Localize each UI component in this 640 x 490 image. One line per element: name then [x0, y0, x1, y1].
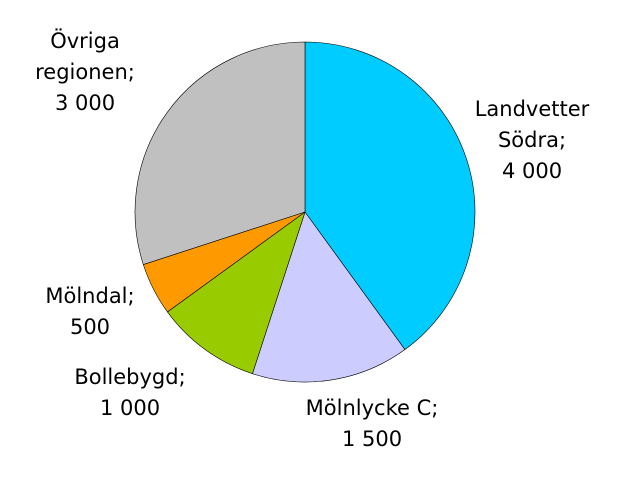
category-label: Övriga regionen; [35, 29, 135, 84]
category-label: Mölndal; [45, 284, 135, 308]
value-label: 4 000 [501, 159, 563, 183]
pie-slice [252, 211, 406, 383]
slice-label: Övriga regionen; 3 000 [15, 26, 155, 119]
category-label: Landvetter Södra; [474, 97, 590, 152]
slice-label: Landvetter Södra; 4 000 [467, 94, 597, 187]
value-label: 1 500 [341, 427, 403, 451]
category-label: Bollebygd; [74, 365, 186, 389]
slice-label: Mölnlycke C; 1 500 [262, 393, 482, 455]
pie-slice [304, 41, 476, 350]
pie-slice [167, 211, 306, 375]
pie-slice [134, 41, 306, 265]
value-label: 1 000 [99, 396, 161, 420]
slice-label: Mölndal; 500 [20, 281, 160, 343]
value-label: 500 [69, 315, 111, 339]
category-label: Mölnlycke C; [305, 396, 439, 420]
value-label: 3 000 [54, 91, 116, 115]
slice-label: Bollebygd; 1 000 [30, 362, 230, 424]
